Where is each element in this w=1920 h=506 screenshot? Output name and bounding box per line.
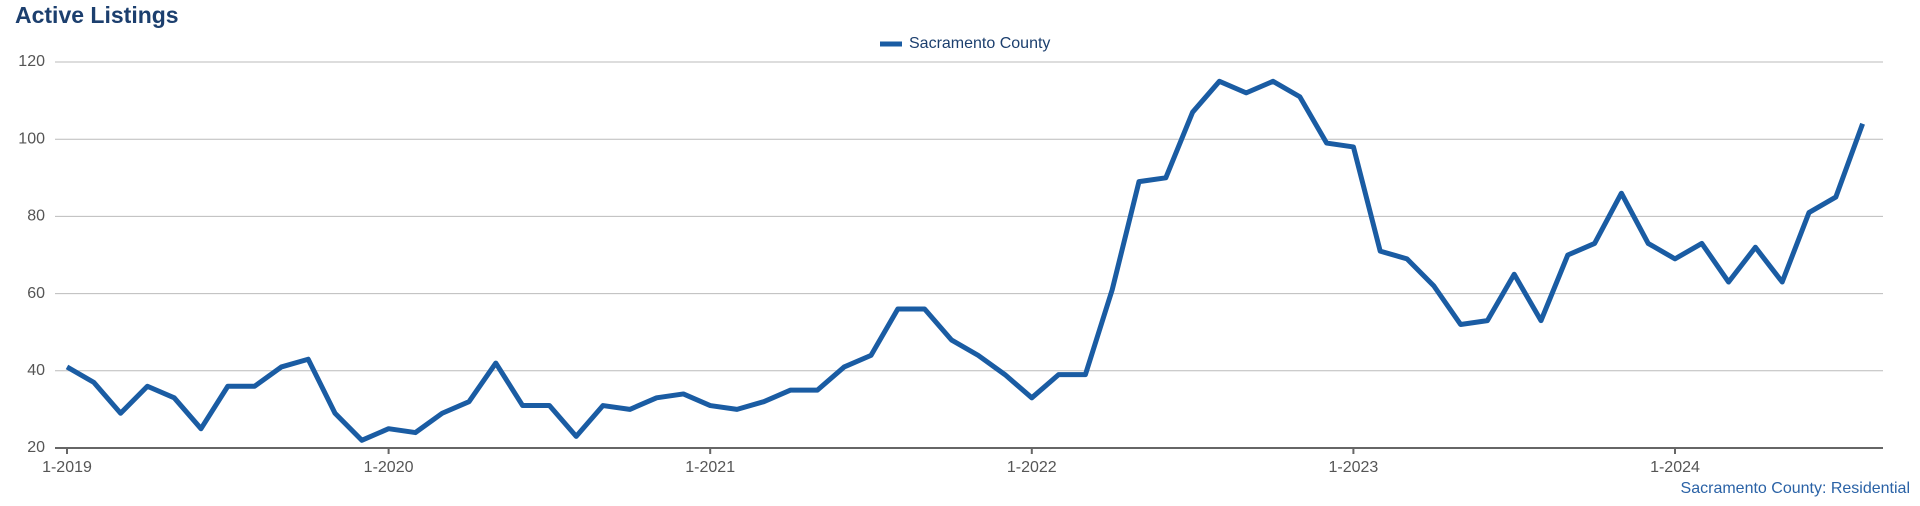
y-tick-label: 60 <box>27 285 45 302</box>
source-label: Sacramento County: Residential <box>1681 480 1910 497</box>
y-tick-label: 120 <box>18 53 45 70</box>
y-tick-label: 100 <box>18 130 45 147</box>
y-tick-label: 20 <box>27 439 45 456</box>
x-tick-label: 1-2023 <box>1328 459 1378 476</box>
y-tick-label: 80 <box>27 208 45 225</box>
x-tick-label: 1-2021 <box>685 459 735 476</box>
x-tick-label: 1-2020 <box>364 459 414 476</box>
data-line <box>65 78 1865 443</box>
legend-label: Sacramento County <box>909 35 1050 52</box>
x-tick-label: 1-2022 <box>1007 459 1057 476</box>
chart-title: Active Listings <box>15 2 179 28</box>
y-tick-label: 40 <box>27 362 45 379</box>
x-tick-label: 1-2024 <box>1650 459 1700 476</box>
x-tick-label: 1-2019 <box>42 459 92 476</box>
